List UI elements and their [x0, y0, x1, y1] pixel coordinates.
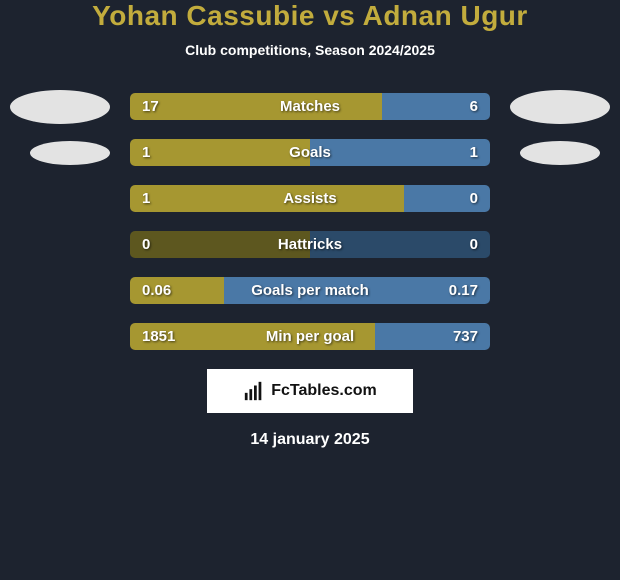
- player-marker-left: [10, 90, 110, 124]
- stat-bar: 00Hattricks: [130, 231, 490, 258]
- chart-date: 14 january 2025: [0, 431, 620, 449]
- subtitle: Club competitions, Season 2024/2025: [0, 42, 620, 58]
- value-right: 0: [458, 231, 490, 258]
- value-left: 17: [130, 93, 171, 120]
- value-left: 1: [130, 139, 162, 166]
- value-left: 0: [130, 231, 162, 258]
- stat-row: 11Goals: [0, 139, 620, 166]
- value-left: 0.06: [130, 277, 183, 304]
- stat-row: 10Assists: [0, 185, 620, 212]
- stat-bar: 0.060.17Goals per match: [130, 277, 490, 304]
- value-right: 0.17: [437, 277, 490, 304]
- stat-bar: 10Assists: [130, 185, 490, 212]
- value-right: 0: [458, 185, 490, 212]
- stat-row: 0.060.17Goals per match: [0, 277, 620, 304]
- stat-row: 1851737Min per goal: [0, 323, 620, 350]
- page-title: Yohan Cassubie vs Adnan Ugur: [0, 0, 620, 32]
- player-marker-right: [520, 141, 600, 165]
- stat-bar: 11Goals: [130, 139, 490, 166]
- value-left: 1: [130, 185, 162, 212]
- value-right: 737: [441, 323, 490, 350]
- value-right: 1: [458, 139, 490, 166]
- player-marker-right: [510, 90, 610, 124]
- fctables-badge: FcTables.com: [207, 369, 413, 413]
- stat-bar: 176Matches: [130, 93, 490, 120]
- bar-chart-icon: [243, 380, 265, 402]
- value-left: 1851: [130, 323, 187, 350]
- badge-text: FcTables.com: [271, 382, 377, 400]
- stat-row: 00Hattricks: [0, 231, 620, 258]
- comparison-chart: 176Matches11Goals10Assists00Hattricks0.0…: [0, 93, 620, 350]
- bar-segment-left: [130, 185, 404, 212]
- value-right: 6: [458, 93, 490, 120]
- stat-row: 176Matches: [0, 93, 620, 120]
- stat-bar: 1851737Min per goal: [130, 323, 490, 350]
- player-marker-left: [30, 141, 110, 165]
